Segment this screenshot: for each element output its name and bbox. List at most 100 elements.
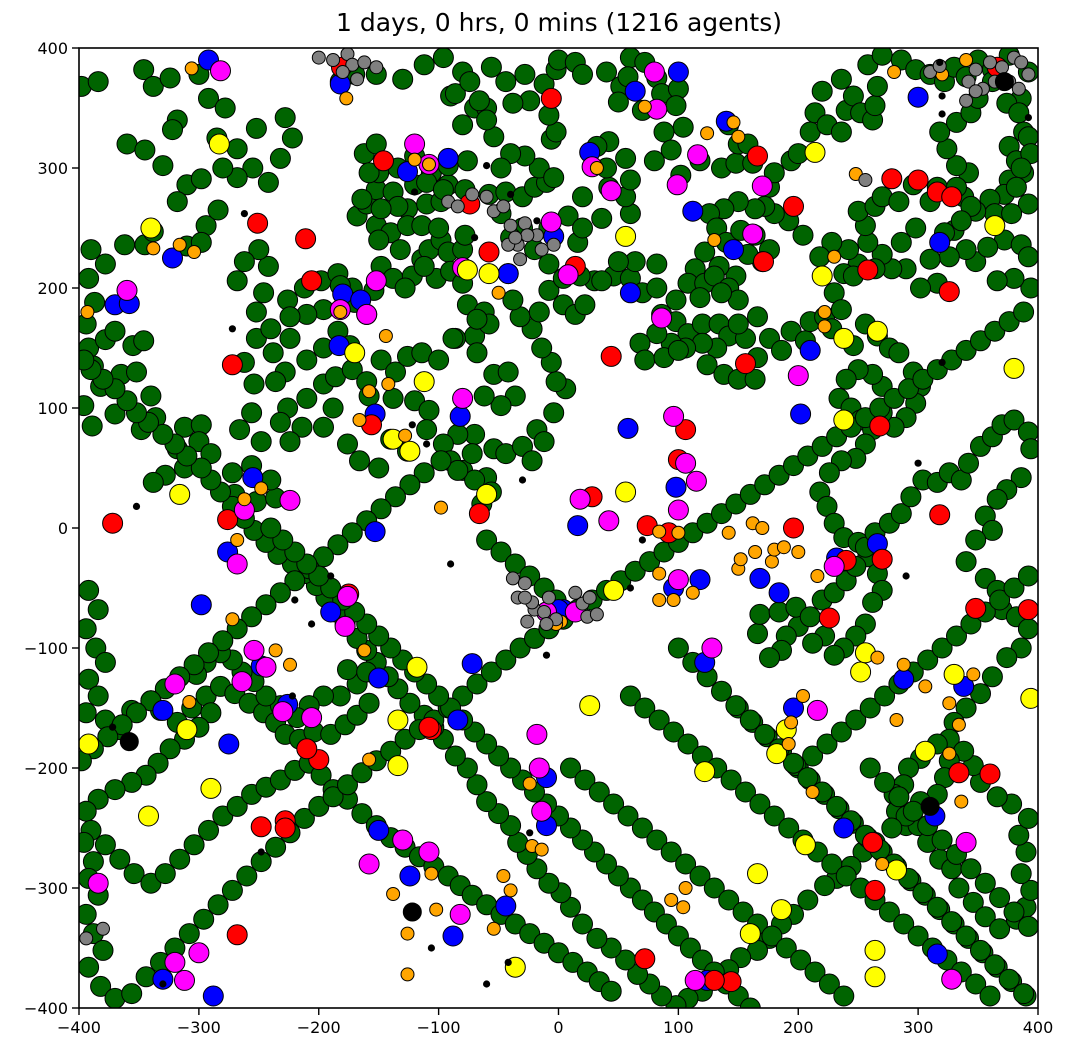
agent-point-green bbox=[634, 349, 656, 371]
agent-point-green bbox=[955, 697, 977, 719]
agent-point-green bbox=[79, 349, 95, 371]
agent-point-blue bbox=[624, 80, 646, 102]
agent-point-green bbox=[979, 985, 1001, 1007]
agent-point-green bbox=[986, 270, 1008, 292]
agent-point-green bbox=[600, 980, 622, 1002]
agent-point-green bbox=[178, 923, 200, 945]
agent-point-green bbox=[490, 157, 512, 179]
agent-point-green bbox=[732, 901, 754, 923]
agent-point-green bbox=[104, 320, 126, 342]
agent-point-green bbox=[466, 673, 488, 695]
agent-point-red bbox=[818, 607, 840, 629]
agent-point-green bbox=[711, 282, 732, 304]
agent-point-green bbox=[905, 217, 927, 239]
agent-point-green bbox=[749, 603, 771, 625]
agent-point-blue bbox=[619, 282, 641, 304]
agent-point-gray bbox=[479, 189, 494, 204]
agent-point-black bbox=[483, 980, 491, 988]
agent-point-magenta bbox=[667, 499, 689, 521]
x-tick-label: 100 bbox=[663, 1018, 694, 1037]
agent-point-green bbox=[269, 582, 291, 604]
agent-point-green bbox=[1017, 565, 1038, 587]
agent-point-green bbox=[965, 973, 987, 995]
agent-point-green bbox=[572, 913, 593, 935]
agent-point-red bbox=[295, 228, 317, 250]
agent-point-orange bbox=[671, 525, 686, 540]
agent-point-green bbox=[80, 239, 102, 261]
agent-point-green bbox=[747, 623, 768, 645]
agent-point-green bbox=[960, 858, 982, 880]
agent-point-orange bbox=[942, 696, 957, 711]
agent-point-green bbox=[214, 97, 236, 119]
agent-point-green bbox=[514, 63, 536, 85]
agent-point-green bbox=[133, 59, 155, 81]
agent-point-green bbox=[574, 294, 596, 316]
agent-point-orange bbox=[966, 667, 981, 682]
agent-point-magenta bbox=[600, 180, 622, 202]
agent-point-green bbox=[169, 848, 191, 870]
agent-point-magenta bbox=[116, 279, 138, 301]
agent-point-green bbox=[104, 403, 126, 425]
agent-point-yellow bbox=[478, 263, 500, 285]
agent-point-yellow bbox=[943, 663, 965, 685]
agent-point-yellow bbox=[615, 225, 637, 247]
agent-point-green bbox=[1017, 915, 1038, 937]
y-tick-label: −100 bbox=[24, 639, 68, 658]
agent-point-green bbox=[159, 738, 181, 760]
agent-point-yellow bbox=[864, 966, 886, 988]
agent-point-yellow bbox=[387, 709, 409, 731]
agent-point-blue bbox=[397, 161, 418, 183]
agent-point-green bbox=[862, 591, 884, 613]
agent-point-gray bbox=[503, 218, 518, 233]
agent-point-yellow bbox=[208, 133, 230, 155]
agent-point-black bbox=[542, 651, 551, 659]
agent-point-green bbox=[245, 301, 267, 323]
agent-point-gray bbox=[858, 173, 873, 187]
agent-point-green bbox=[370, 498, 392, 520]
agent-point-yellow bbox=[984, 215, 1006, 237]
agent-point-green bbox=[193, 908, 215, 930]
agent-point-green bbox=[989, 589, 1011, 611]
agent-point-green bbox=[574, 769, 596, 791]
agent-point-green bbox=[248, 239, 270, 261]
agent-point-green bbox=[79, 956, 100, 978]
agent-point-yellow bbox=[476, 483, 498, 505]
agent-point-green bbox=[152, 155, 174, 177]
agent-point-orange bbox=[918, 679, 933, 694]
agent-point-green bbox=[351, 803, 373, 825]
agent-point-green bbox=[711, 680, 732, 702]
agent-point-green bbox=[615, 147, 637, 169]
agent-point-magenta bbox=[337, 585, 358, 607]
agent-point-yellow bbox=[79, 733, 100, 755]
agent-point-green bbox=[744, 368, 766, 390]
agent-point-gray bbox=[995, 60, 1009, 75]
agent-point-yellow bbox=[399, 440, 421, 462]
agent-point-green bbox=[560, 757, 581, 779]
agent-point-magenta bbox=[452, 387, 474, 409]
agent-point-green bbox=[416, 419, 438, 441]
agent-point-orange bbox=[764, 554, 779, 569]
agent-point-orange bbox=[954, 794, 969, 809]
agent-point-green bbox=[917, 649, 939, 671]
agent-point-green bbox=[660, 139, 682, 161]
agent-point-black bbox=[288, 692, 296, 700]
agent-point-yellow bbox=[866, 320, 888, 342]
agent-point-magenta bbox=[684, 969, 706, 991]
agent-point-red bbox=[783, 517, 804, 539]
agent-point-green bbox=[490, 541, 512, 563]
agent-point-blue bbox=[447, 709, 469, 731]
agent-point-green bbox=[269, 147, 291, 169]
agent-point-blue bbox=[689, 569, 711, 591]
agent-point-red bbox=[929, 504, 951, 526]
agent-point-orange bbox=[362, 752, 377, 767]
agent-point-green bbox=[888, 191, 910, 213]
agent-point-green bbox=[142, 75, 164, 97]
agent-point-red bbox=[540, 87, 562, 109]
agent-point-blue bbox=[929, 231, 951, 253]
agent-point-green bbox=[974, 906, 996, 928]
agent-point-red bbox=[634, 948, 656, 970]
agent-point-green bbox=[533, 431, 555, 453]
agent-point-gray bbox=[1021, 67, 1036, 82]
agent-point-black bbox=[119, 732, 139, 752]
agent-point-red bbox=[783, 195, 804, 217]
